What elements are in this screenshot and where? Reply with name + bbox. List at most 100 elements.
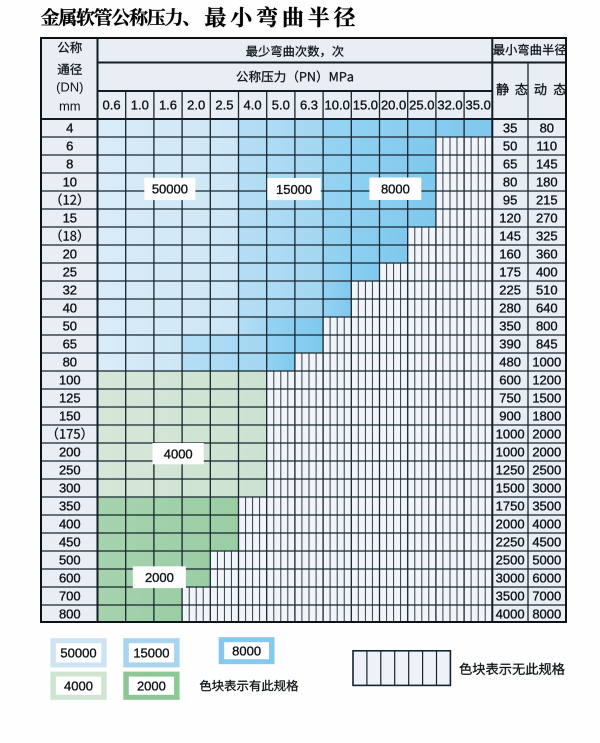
svg-text:3500: 3500 [532,499,561,514]
svg-text:1000: 1000 [496,445,525,460]
svg-text:20: 20 [63,247,77,262]
svg-text:mm: mm [59,99,81,114]
svg-text:2500: 2500 [496,553,525,568]
svg-text:2500: 2500 [532,463,561,478]
svg-text:8000: 8000 [381,181,410,196]
svg-text:35: 35 [503,121,517,136]
svg-text:7000: 7000 [532,589,561,604]
svg-text:350: 350 [59,499,81,514]
svg-text:32.0: 32.0 [437,98,462,113]
svg-text:3500: 3500 [496,589,525,604]
svg-text:400: 400 [59,517,81,532]
svg-text:4000: 4000 [496,607,525,622]
svg-text:6: 6 [66,139,73,154]
svg-text:600: 600 [59,571,81,586]
svg-text:20.0: 20.0 [381,98,406,113]
svg-text:35.0: 35.0 [466,98,491,113]
svg-text:360: 360 [536,247,558,262]
svg-text:15000: 15000 [276,182,312,197]
svg-text:80: 80 [63,355,77,370]
svg-text:8000: 8000 [232,643,261,658]
svg-text:800: 800 [59,607,81,622]
svg-text:15: 15 [63,211,77,226]
svg-text:180: 180 [536,175,558,190]
svg-text:510: 510 [536,283,558,298]
svg-text:160: 160 [499,247,521,262]
svg-text:6000: 6000 [532,571,561,586]
svg-text:800: 800 [536,319,558,334]
svg-text:50: 50 [503,139,517,154]
svg-text:300: 300 [59,481,81,496]
svg-text:8000: 8000 [532,607,561,622]
svg-text:3000: 3000 [496,571,525,586]
svg-text:450: 450 [59,535,81,550]
svg-text:110: 110 [536,139,557,154]
svg-text:500: 500 [59,553,81,568]
svg-text:25: 25 [63,265,77,280]
svg-text:2000: 2000 [532,427,561,442]
svg-text:325: 325 [536,229,558,244]
svg-text:65: 65 [503,157,517,172]
svg-text:390: 390 [499,337,521,352]
svg-text:3000: 3000 [532,481,561,496]
svg-text:15.0: 15.0 [353,98,378,113]
svg-text:125: 125 [59,391,81,406]
svg-text:400: 400 [536,265,558,280]
svg-text:2000: 2000 [137,678,166,693]
svg-text:(DN): (DN) [56,80,83,95]
svg-text:1250: 1250 [496,463,525,478]
svg-text:1.6: 1.6 [159,98,177,113]
svg-text:350: 350 [499,319,521,334]
svg-text:845: 845 [536,337,558,352]
svg-text:2000: 2000 [145,570,174,585]
svg-text:50000: 50000 [152,182,188,197]
svg-text:80: 80 [540,121,554,136]
svg-text:145: 145 [499,229,521,244]
svg-text:1500: 1500 [496,481,525,496]
svg-text:1000: 1000 [532,355,561,370]
svg-text:2250: 2250 [496,535,525,550]
svg-text:80: 80 [503,175,517,190]
svg-text:4000: 4000 [532,517,561,532]
svg-text:100: 100 [59,373,81,388]
svg-text:120: 120 [499,211,521,226]
svg-text:0.6: 0.6 [103,98,121,113]
svg-text:10.0: 10.0 [325,98,350,113]
svg-text:1000: 1000 [496,427,525,442]
svg-text:4500: 4500 [532,535,561,550]
svg-text:1200: 1200 [532,373,561,388]
svg-text:2000: 2000 [496,517,525,532]
svg-text:50000: 50000 [60,646,96,661]
svg-text:1800: 1800 [532,409,561,424]
svg-text:1750: 1750 [496,499,525,514]
svg-text:175: 175 [499,265,521,280]
svg-text:2.0: 2.0 [187,98,205,113]
svg-text:4000: 4000 [164,446,193,461]
svg-text:1500: 1500 [532,391,561,406]
svg-text:32: 32 [63,283,77,298]
svg-text:145: 145 [536,157,558,172]
svg-text:600: 600 [499,373,521,388]
svg-text:270: 270 [536,211,558,226]
svg-text:1.0: 1.0 [131,98,149,113]
svg-text:65: 65 [63,337,77,352]
svg-text:10: 10 [63,175,77,190]
svg-text:50: 50 [63,319,77,334]
svg-text:5000: 5000 [532,553,561,568]
svg-text:150: 150 [59,409,81,424]
svg-text:250: 250 [59,463,81,478]
svg-text:225: 225 [499,283,521,298]
svg-text:2000: 2000 [532,445,561,460]
svg-text:900: 900 [499,409,521,424]
svg-text:5.0: 5.0 [272,98,290,113]
svg-text:4: 4 [66,121,73,136]
svg-text:280: 280 [499,301,521,316]
svg-text:480: 480 [499,355,521,370]
svg-text:215: 215 [536,193,558,208]
svg-text:6.3: 6.3 [300,98,318,113]
svg-text:8: 8 [66,157,73,172]
svg-text:40: 40 [63,301,77,316]
svg-text:700: 700 [59,589,81,604]
svg-text:640: 640 [536,301,558,316]
svg-text:4.0: 4.0 [244,98,262,113]
